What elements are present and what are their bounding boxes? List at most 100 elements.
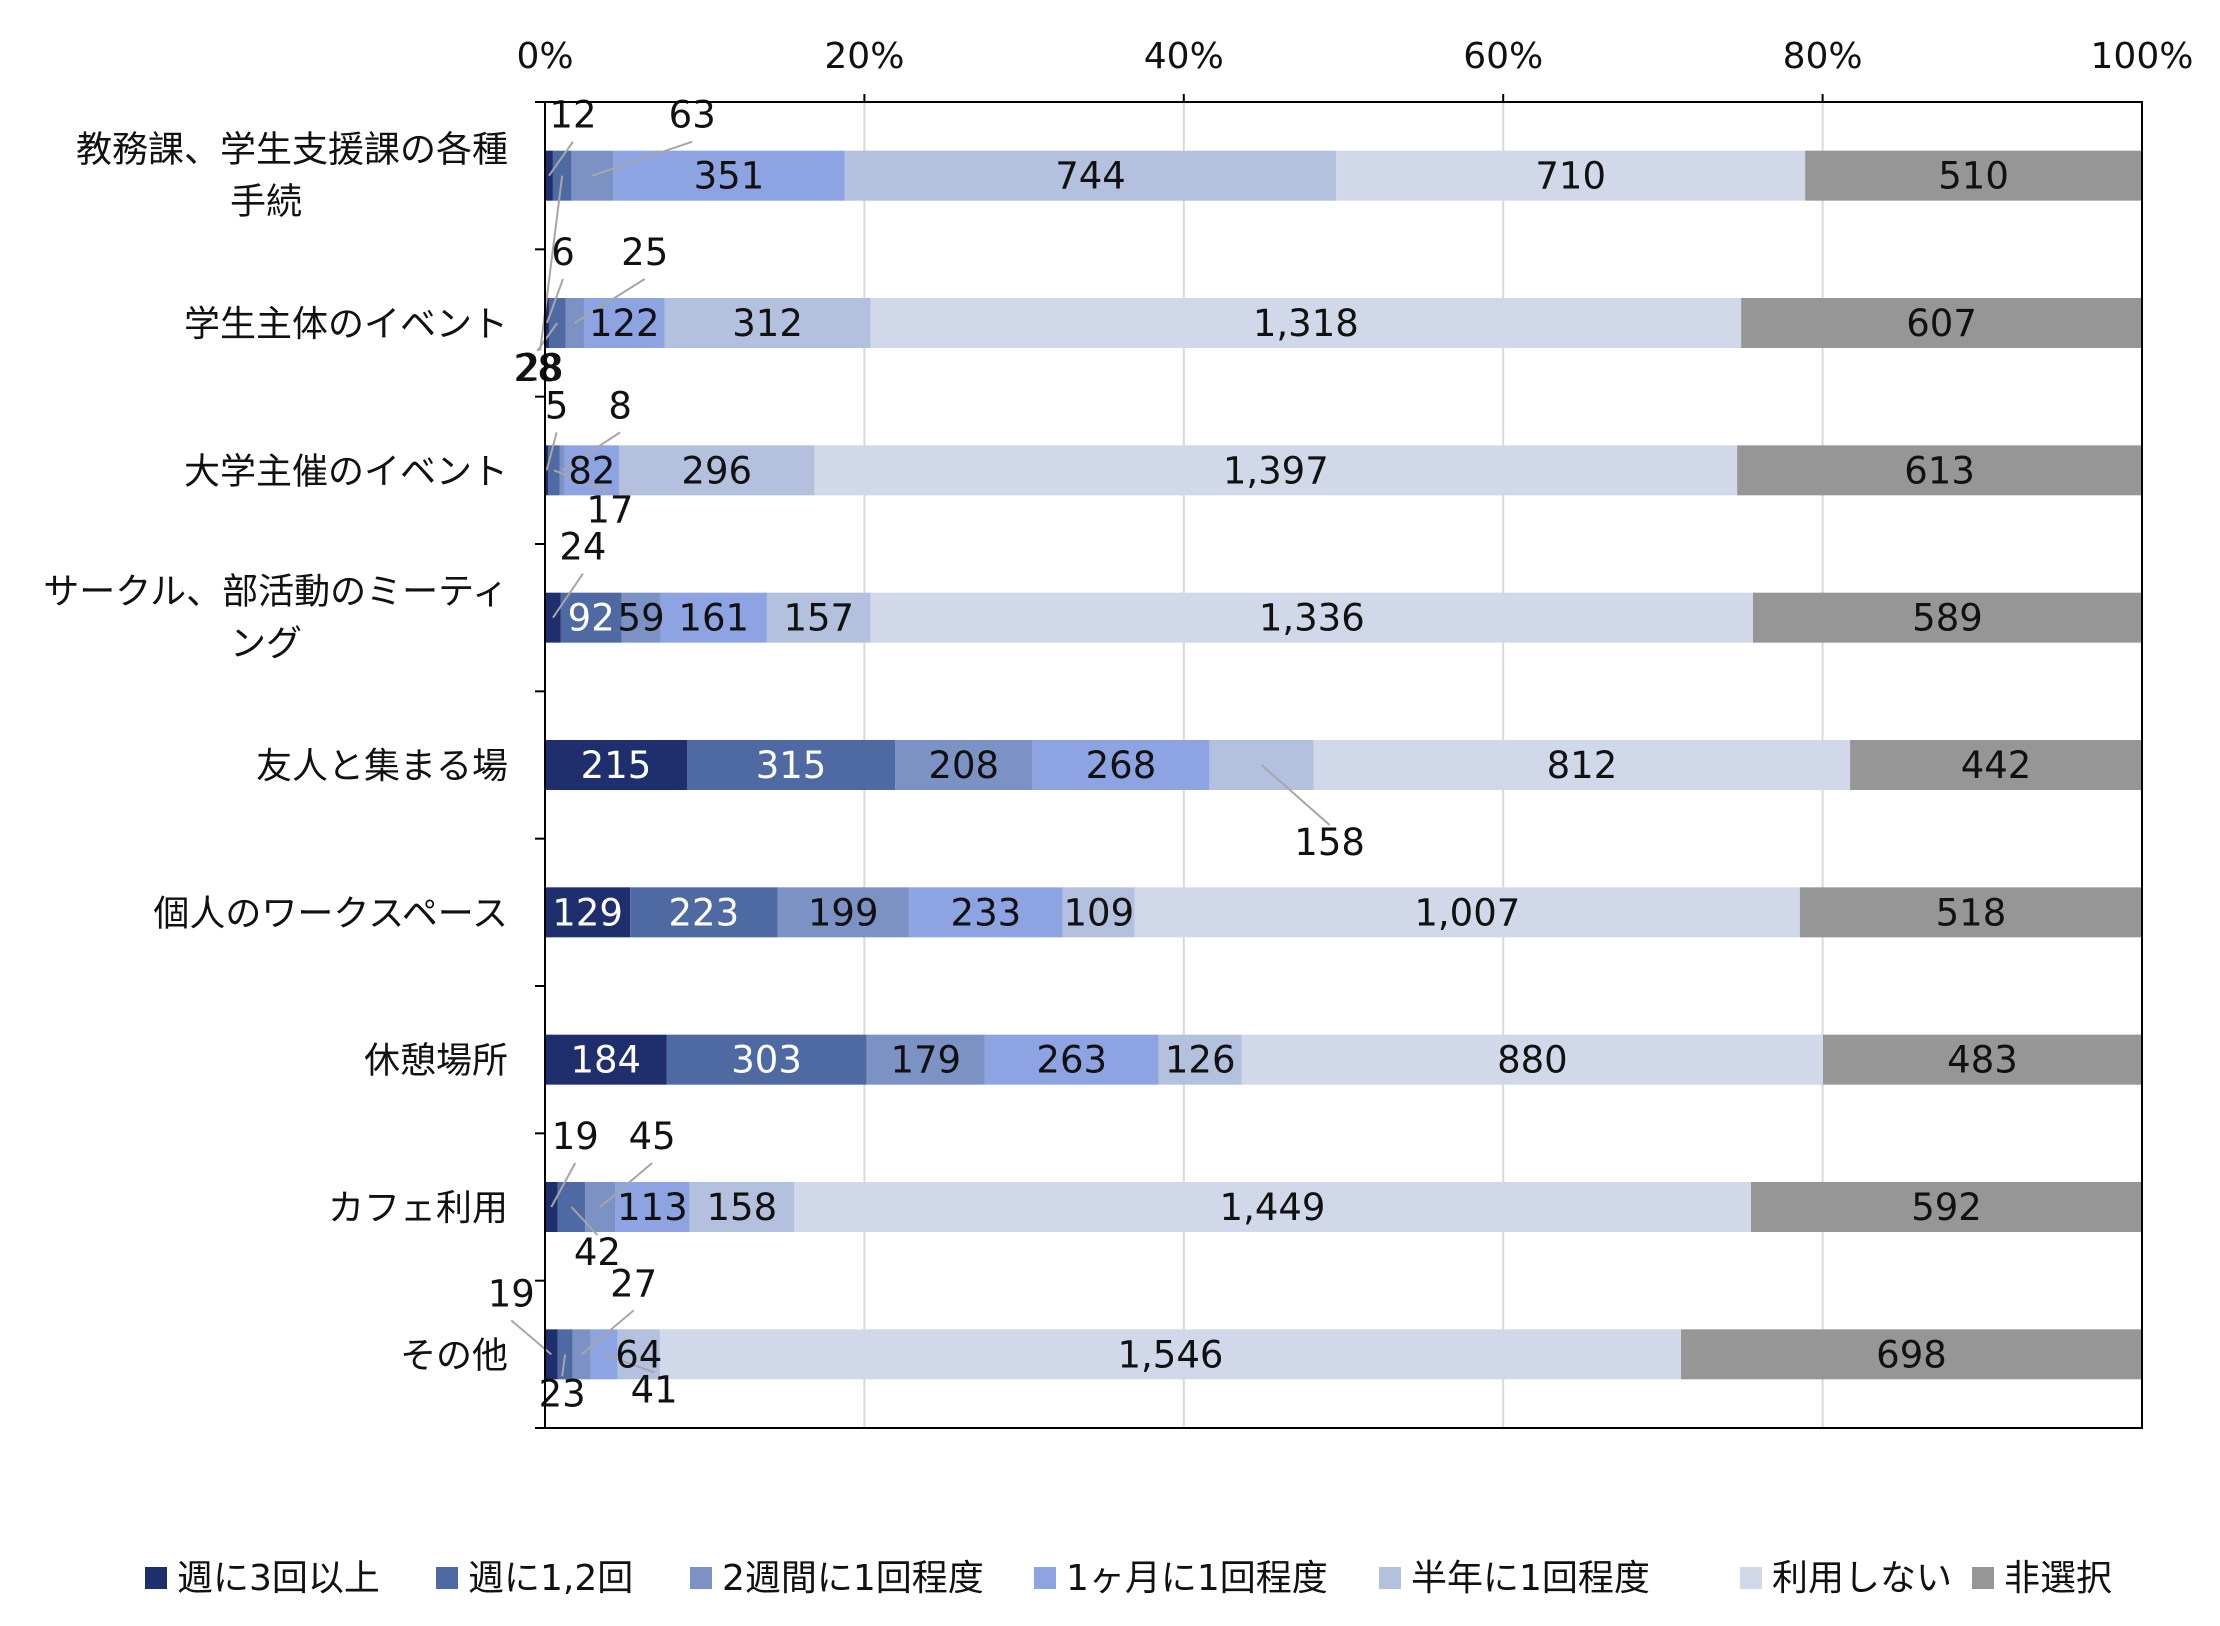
data-label: 126 xyxy=(1165,1039,1236,1082)
data-label: 589 xyxy=(1912,597,1983,640)
data-label: 592 xyxy=(1911,1186,1982,1229)
bar-segment xyxy=(908,887,1063,938)
bar-segment xyxy=(621,592,661,643)
leader-line xyxy=(591,140,693,177)
bar-segment xyxy=(557,1329,573,1380)
bar-segment xyxy=(1737,445,2142,496)
legend-label: 2週間に1回程度 xyxy=(722,1558,984,1599)
data-label: 1,336 xyxy=(1259,597,1365,640)
bar-segment xyxy=(1241,1034,1823,1085)
x-tick-label: 80% xyxy=(1783,36,1863,77)
data-label: 510 xyxy=(1938,155,2009,198)
bar-segment xyxy=(814,445,1738,496)
leader-line xyxy=(574,278,646,324)
leader-line xyxy=(539,175,564,351)
leader-line xyxy=(546,278,564,324)
x-tick-label: 20% xyxy=(824,36,904,77)
bar-segment xyxy=(1805,150,2142,201)
bar-segment xyxy=(545,1034,667,1085)
bar-segment xyxy=(686,740,896,790)
x-tick-label: 40% xyxy=(1144,36,1224,77)
leader-line xyxy=(561,431,621,472)
bar-segment xyxy=(545,887,631,938)
legend-label: 非選択 xyxy=(2004,1558,2112,1599)
bar-segment xyxy=(583,298,665,348)
leader-line xyxy=(599,1162,653,1208)
legend-swatch xyxy=(1379,1567,1401,1589)
bar-segment xyxy=(1336,150,1806,201)
bar-segment xyxy=(618,445,815,496)
bar-segment xyxy=(866,1034,985,1085)
bar-segment xyxy=(615,1182,690,1232)
data-label: 63 xyxy=(669,94,716,137)
bar-segment xyxy=(1134,887,1800,938)
data-label: 19 xyxy=(488,1272,535,1315)
bar-segment xyxy=(895,740,1033,790)
data-label: 24 xyxy=(559,526,606,569)
leader-line xyxy=(545,432,558,471)
data-label: 351 xyxy=(694,155,765,198)
bar-segment xyxy=(1799,887,2142,938)
leader-line xyxy=(552,573,584,619)
bar-segment xyxy=(659,1329,1681,1380)
legend-swatch xyxy=(1972,1567,1994,1589)
data-label: 880 xyxy=(1497,1039,1568,1082)
legend-label: 週に1,2回 xyxy=(468,1558,633,1599)
data-label: 607 xyxy=(1906,302,1977,345)
axes xyxy=(535,94,2143,1429)
plot-frame xyxy=(544,101,2143,1429)
legend-label: 利用しない xyxy=(1772,1558,1952,1599)
data-label: 296 xyxy=(681,449,752,492)
leader-line xyxy=(550,1162,577,1208)
bar-segment xyxy=(666,1034,867,1085)
x-axis-ticks: 0% 20% 40% 60% 80% 100% xyxy=(516,36,2193,77)
data-label: 1,449 xyxy=(1220,1186,1326,1229)
data-label: 28 xyxy=(514,347,561,390)
data-label: 518 xyxy=(1936,891,2007,934)
x-tick-label: 100% xyxy=(2091,36,2194,77)
bar-segment xyxy=(1032,740,1210,790)
bar-segment xyxy=(766,592,871,643)
category-label: サークル、部活動のミーティ xyxy=(43,572,508,613)
data-label: 312 xyxy=(732,302,803,345)
legend-swatch xyxy=(1034,1567,1056,1589)
data-label: 25 xyxy=(621,231,668,274)
bar-segment xyxy=(1313,740,1851,790)
data-label: 45 xyxy=(629,1115,676,1158)
data-label: 215 xyxy=(581,744,652,787)
data-label: 268 xyxy=(1086,744,1157,787)
data-label: 613 xyxy=(1904,449,1975,492)
data-label: 23 xyxy=(539,1372,586,1415)
leader-line xyxy=(1260,764,1331,826)
data-label: 5 xyxy=(545,384,569,427)
data-label: 744 xyxy=(1055,155,1126,198)
data-label: 199 xyxy=(808,891,879,934)
data-label: 8 xyxy=(608,384,632,427)
category-label: その他 xyxy=(400,1335,508,1376)
legend-label: 週に3回以上 xyxy=(177,1558,380,1599)
bar-segment xyxy=(545,445,549,496)
bar-segment xyxy=(870,298,1742,348)
data-label: 129 xyxy=(552,891,623,934)
category-label: 大学主催のイベント xyxy=(184,451,508,492)
bar-segment xyxy=(660,592,767,643)
bar-segment xyxy=(1822,1034,2142,1085)
data-label: 812 xyxy=(1547,744,1618,787)
leader-line xyxy=(603,1353,655,1374)
bar-segment xyxy=(689,1182,794,1232)
data-label: 6 xyxy=(551,231,575,274)
category-label: 手続 xyxy=(230,182,302,223)
data-label: 184 xyxy=(570,1039,641,1082)
leader-line xyxy=(548,141,574,177)
leader-line xyxy=(561,1354,567,1377)
data-label: 1,546 xyxy=(1117,1333,1223,1376)
legend-swatch xyxy=(1740,1567,1762,1589)
category-label: 教務課、学生支援課の各種 xyxy=(76,130,508,171)
bar-segment xyxy=(984,1034,1159,1085)
data-label: 82 xyxy=(568,449,615,492)
legend-swatch xyxy=(145,1567,167,1589)
data-label: 42 xyxy=(574,1231,621,1274)
bar-segment xyxy=(777,887,909,938)
bar-segment xyxy=(1062,887,1135,938)
data-label: 442 xyxy=(1961,744,2032,787)
